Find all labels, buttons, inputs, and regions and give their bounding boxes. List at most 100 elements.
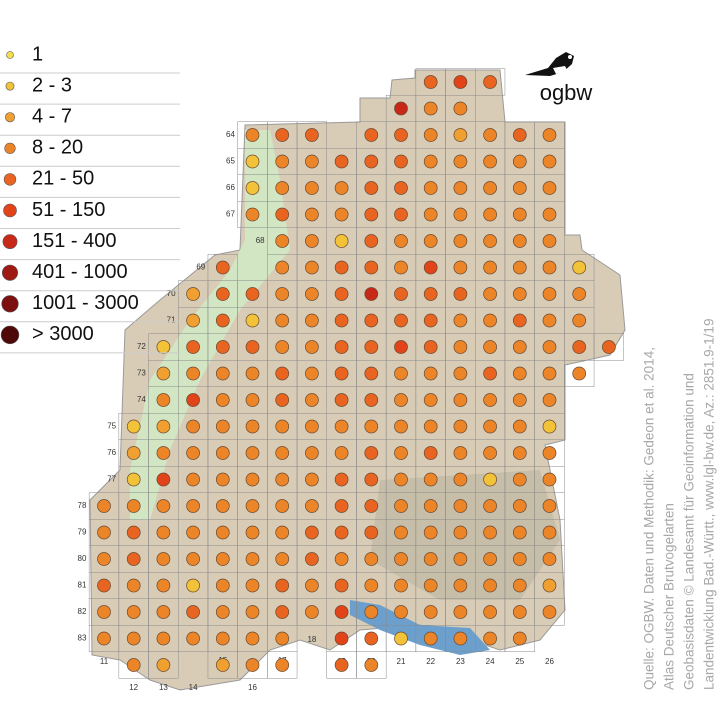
column-label: 13 [159, 683, 168, 692]
abundance-dot [453, 207, 468, 222]
abundance-dot [542, 340, 557, 354]
abundance-dot [364, 472, 379, 487]
abundance-dot [275, 499, 290, 513]
abundance-dot [423, 631, 438, 646]
abundance-dot [126, 631, 141, 646]
abundance-dot [245, 366, 260, 381]
abundance-dot [394, 446, 408, 460]
abundance-dot [423, 101, 438, 116]
abundance-dot [126, 472, 141, 487]
abundance-dot [186, 287, 200, 301]
abundance-dot [215, 552, 230, 566]
abundance-dot [245, 658, 260, 672]
abundance-dot [275, 578, 290, 593]
abundance-dot [215, 578, 230, 593]
abundance-dot [156, 419, 171, 434]
abundance-dot [542, 446, 557, 460]
abundance-dot [483, 525, 497, 540]
legend-swatch [5, 112, 15, 123]
grid-cell [504, 625, 535, 652]
abundance-dot [512, 605, 527, 619]
abundance-dot [156, 578, 171, 593]
column-label: 22 [426, 657, 435, 666]
abundance-dot [542, 552, 557, 566]
abundance-dot [483, 260, 497, 275]
abundance-dot [275, 658, 290, 672]
abundance-dot [542, 128, 557, 142]
abundance-dot [334, 154, 349, 169]
grid-cell [356, 651, 387, 679]
abundance-dot [512, 472, 527, 487]
abundance-dot [364, 313, 379, 328]
logo: ogbw [525, 52, 592, 105]
abundance-dot [483, 631, 497, 646]
row-label: 80 [78, 554, 87, 563]
abundance-dot [334, 366, 349, 381]
abundance-dot [305, 525, 319, 540]
row-label: 82 [78, 607, 87, 616]
abundance-dot [453, 446, 468, 460]
abundance-dot [305, 154, 319, 169]
abundance-dot [245, 181, 260, 195]
abundance-dot [423, 128, 438, 142]
row-label: 67 [226, 210, 235, 219]
abundance-dot [126, 446, 141, 460]
abundance-dot [394, 578, 408, 593]
abundance-dot [334, 631, 349, 646]
legend-swatch [6, 51, 14, 59]
abundance-dot [394, 393, 408, 407]
grid-cell [148, 651, 179, 679]
abundance-dot [572, 340, 587, 354]
abundance-dot [275, 340, 290, 354]
abundance-dot [275, 260, 290, 275]
abundance-dot [394, 499, 408, 513]
legend-swatch [3, 173, 17, 186]
abundance-dot [305, 181, 319, 195]
abundance-dot [215, 499, 230, 513]
abundance-dot [334, 525, 349, 540]
abundance-dot [453, 181, 468, 195]
legend-swatch [2, 234, 18, 249]
row-label: 75 [107, 422, 116, 431]
abundance-dot [245, 605, 260, 619]
abundance-dot [334, 419, 349, 434]
abundance-dot [334, 260, 349, 275]
abundance-dot [186, 472, 200, 487]
abundance-dot [453, 366, 468, 381]
abundance-dot [245, 340, 260, 354]
abundance-dot [156, 366, 171, 381]
abundance-dot [394, 525, 408, 540]
abundance-dot [305, 419, 319, 434]
abundance-dot [483, 578, 497, 593]
abundance-dot [364, 287, 379, 301]
abundance-dot [512, 154, 527, 169]
source-line: Landentwicklung Bad.-Württ., www.lgl-bw.… [702, 319, 717, 690]
abundance-dot [215, 313, 230, 328]
abundance-dot [512, 260, 527, 275]
abundance-dot [453, 578, 468, 593]
column-label: 11 [100, 657, 109, 666]
abundance-dot [364, 631, 379, 646]
abundance-dot [423, 446, 438, 460]
abundance-dot [394, 419, 408, 434]
abundance-dot [334, 313, 349, 328]
abundance-dot [215, 658, 230, 672]
abundance-dot [245, 578, 260, 593]
legend-label: 21 - 50 [32, 168, 94, 190]
abundance-dot [305, 313, 319, 328]
column-label: 21 [397, 657, 406, 666]
abundance-dot [572, 313, 587, 328]
abundance-dot [423, 472, 438, 487]
abundance-dot [483, 552, 497, 566]
abundance-dot [542, 525, 557, 540]
abundance-dot [512, 578, 527, 593]
grid-cell [475, 68, 506, 96]
abundance-dot [512, 552, 527, 566]
abundance-dot [394, 234, 408, 248]
abundance-dot [364, 154, 379, 169]
abundance-dot [334, 658, 349, 672]
abundance-dot [483, 446, 497, 460]
abundance-dot [512, 446, 527, 460]
abundance-dot [156, 552, 171, 566]
abundance-dot [275, 525, 290, 540]
